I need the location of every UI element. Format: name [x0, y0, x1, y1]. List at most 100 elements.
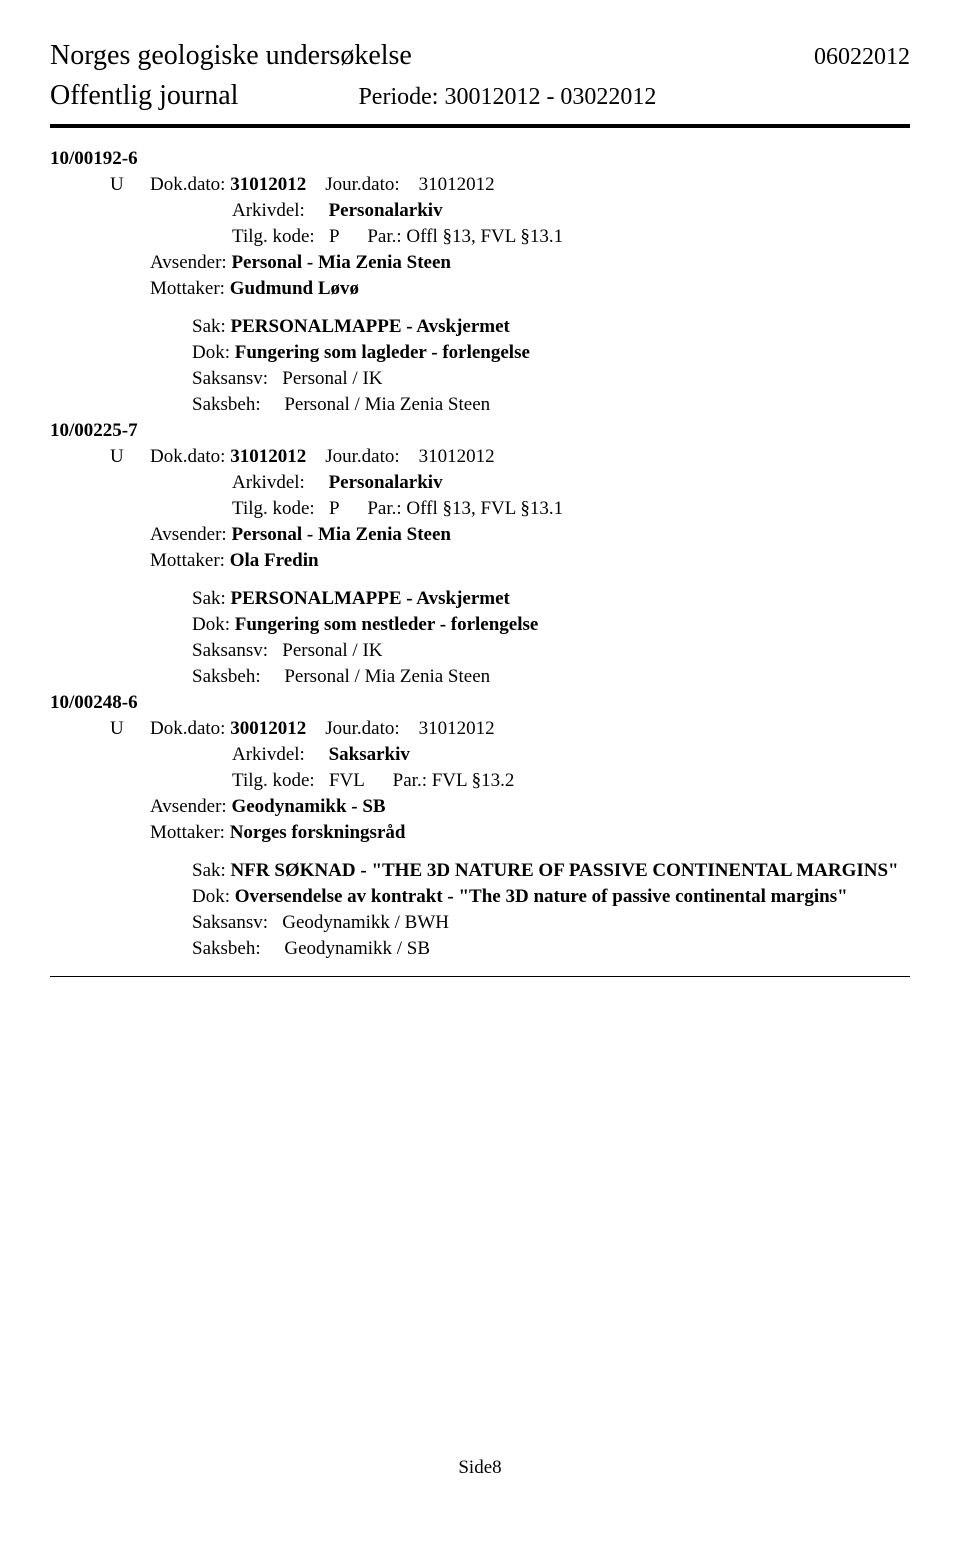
- dok-dato: 30012012: [230, 718, 306, 739]
- arkivdel-value: Saksarkiv: [329, 744, 410, 765]
- avsender-value: Geodynamikk - SB: [231, 796, 385, 817]
- sak-value: PERSONALMAPPE - Avskjermet: [231, 316, 510, 337]
- saksbeh-line: Saksbeh: Personal / Mia Zenia Steen: [50, 394, 910, 416]
- dok-value: Fungering som lagleder - forlengelse: [235, 342, 530, 363]
- saksbeh-label: Saksbeh:: [192, 394, 261, 415]
- arkivdel-line: Arkivdel: Personalarkiv: [50, 200, 910, 222]
- dok-dato: 31012012: [230, 174, 306, 195]
- mottaker-value: Gudmund Løvø: [230, 278, 359, 299]
- par-label: Par.:: [367, 226, 401, 247]
- saksansv-line: Saksansv: Geodynamikk / BWH: [50, 912, 910, 934]
- saksbeh-value: Personal / Mia Zenia Steen: [284, 394, 490, 415]
- mottaker-label: Mottaker:: [150, 278, 225, 299]
- mottaker-value: Norges forskningsråd: [230, 822, 406, 843]
- jour-dato-label: Jour.dato:: [325, 174, 399, 195]
- saksbeh-value: Geodynamikk / SB: [284, 938, 430, 959]
- header-divider: [50, 124, 910, 128]
- dok-value: Oversendelse av kontrakt - "The 3D natur…: [235, 886, 848, 907]
- saksbeh-value: Personal / Mia Zenia Steen: [284, 666, 490, 687]
- dok-label: Dok:: [192, 342, 230, 363]
- sak-label: Sak:: [192, 860, 226, 881]
- journal-entry: 10/00248-6 U Dok.dato: 30012012 Jour.dat…: [50, 692, 910, 960]
- saksbeh-label: Saksbeh:: [192, 938, 261, 959]
- sak-line: Sak: NFR SØKNAD - "THE 3D NATURE OF PASS…: [50, 860, 910, 882]
- sak-value: NFR SØKNAD - "THE 3D NATURE OF PASSIVE C…: [231, 860, 899, 881]
- avsender-value: Personal - Mia Zenia Steen: [231, 524, 451, 545]
- avsender-line: Avsender: Personal - Mia Zenia Steen: [50, 252, 910, 274]
- tilg-kode-value: FVL: [329, 770, 364, 791]
- case-number: 10/00225-7: [50, 420, 910, 442]
- mottaker-label: Mottaker:: [150, 822, 225, 843]
- saksansv-line: Saksansv: Personal / IK: [50, 368, 910, 390]
- tilg-kode-line: Tilg. kode: FVL Par.: FVL §13.2: [50, 770, 910, 792]
- doc-type: U: [110, 446, 150, 468]
- doc-dates: Dok.dato: 31012012 Jour.dato: 31012012: [150, 174, 495, 196]
- par-value: Offl §13, FVL §13.1: [406, 498, 563, 519]
- dok-line: Dok: Fungering som nestleder - forlengel…: [50, 614, 910, 636]
- tilg-kode-value: P: [329, 226, 339, 247]
- jour-dato: 31012012: [419, 718, 495, 739]
- avsender-label: Avsender:: [150, 524, 227, 545]
- tilg-kode-label: Tilg. kode:: [232, 770, 315, 791]
- avsender-label: Avsender:: [150, 796, 227, 817]
- doc-line: U Dok.dato: 31012012 Jour.dato: 31012012: [50, 446, 910, 468]
- saksansv-label: Saksansv:: [192, 640, 268, 661]
- doc-line: U Dok.dato: 30012012 Jour.dato: 31012012: [50, 718, 910, 740]
- doc-dates: Dok.dato: 30012012 Jour.dato: 31012012: [150, 718, 495, 740]
- dok-line: Dok: Oversendelse av kontrakt - "The 3D …: [50, 886, 910, 908]
- jour-dato: 31012012: [419, 174, 495, 195]
- saksansv-label: Saksansv:: [192, 368, 268, 389]
- doc-type: U: [110, 174, 150, 196]
- arkivdel-label: Arkivdel:: [232, 472, 305, 493]
- dok-dato-label: Dok.dato:: [150, 174, 225, 195]
- tilg-kode-line: Tilg. kode: P Par.: Offl §13, FVL §13.1: [50, 226, 910, 248]
- arkivdel-line: Arkivdel: Saksarkiv: [50, 744, 910, 766]
- arkivdel-value: Personalarkiv: [329, 200, 443, 221]
- saksansv-label: Saksansv:: [192, 912, 268, 933]
- mottaker-line: Mottaker: Gudmund Løvø: [50, 278, 910, 300]
- doc-type: U: [110, 718, 150, 740]
- dok-line: Dok: Fungering som lagleder - forlengels…: [50, 342, 910, 364]
- saksansv-value: Personal / IK: [282, 368, 382, 389]
- saksansv-value: Geodynamikk / BWH: [282, 912, 449, 933]
- jour-dato-label: Jour.dato:: [325, 718, 399, 739]
- dok-dato-label: Dok.dato:: [150, 446, 225, 467]
- dok-value: Fungering som nestleder - forlengelse: [235, 614, 539, 635]
- sak-line: Sak: PERSONALMAPPE - Avskjermet: [50, 588, 910, 610]
- page-footer: Side8: [50, 1457, 910, 1479]
- dok-dato: 31012012: [230, 446, 306, 467]
- sak-label: Sak:: [192, 588, 226, 609]
- case-number: 10/00248-6: [50, 692, 910, 714]
- tilg-kode-value: P: [329, 498, 339, 519]
- mottaker-line: Mottaker: Ola Fredin: [50, 550, 910, 572]
- doc-line: U Dok.dato: 31012012 Jour.dato: 31012012: [50, 174, 910, 196]
- period-value: 30012012 - 03022012: [444, 84, 656, 110]
- saksbeh-line: Saksbeh: Geodynamikk / SB: [50, 938, 910, 960]
- saksansv-line: Saksansv: Personal / IK: [50, 640, 910, 662]
- dok-label: Dok:: [192, 886, 230, 907]
- mottaker-label: Mottaker:: [150, 550, 225, 571]
- avsender-value: Personal - Mia Zenia Steen: [231, 252, 451, 273]
- arkivdel-value: Personalarkiv: [329, 472, 443, 493]
- mottaker-line: Mottaker: Norges forskningsråd: [50, 822, 910, 844]
- header-row: Norges geologiske undersøkelse 06022012: [50, 40, 910, 72]
- mottaker-value: Ola Fredin: [230, 550, 319, 571]
- par-label: Par.:: [393, 770, 427, 791]
- saksbeh-label: Saksbeh:: [192, 666, 261, 687]
- avsender-line: Avsender: Personal - Mia Zenia Steen: [50, 524, 910, 546]
- arkivdel-label: Arkivdel:: [232, 200, 305, 221]
- par-value: FVL §13.2: [432, 770, 515, 791]
- arkivdel-label: Arkivdel:: [232, 744, 305, 765]
- period-label: Periode:: [358, 84, 438, 110]
- spacer: [50, 576, 910, 588]
- journal-entry: 10/00192-6 U Dok.dato: 31012012 Jour.dat…: [50, 148, 910, 416]
- entry-divider: [50, 976, 910, 977]
- org-name: Norges geologiske undersøkelse: [50, 40, 412, 72]
- arkivdel-line: Arkivdel: Personalarkiv: [50, 472, 910, 494]
- saksansv-value: Personal / IK: [282, 640, 382, 661]
- dok-label: Dok:: [192, 614, 230, 635]
- spacer: [50, 848, 910, 860]
- spacer: [50, 304, 910, 316]
- period: Periode: 30012012 - 03022012: [358, 84, 656, 111]
- subheader-row: Offentlig journal Periode: 30012012 - 03…: [50, 80, 910, 112]
